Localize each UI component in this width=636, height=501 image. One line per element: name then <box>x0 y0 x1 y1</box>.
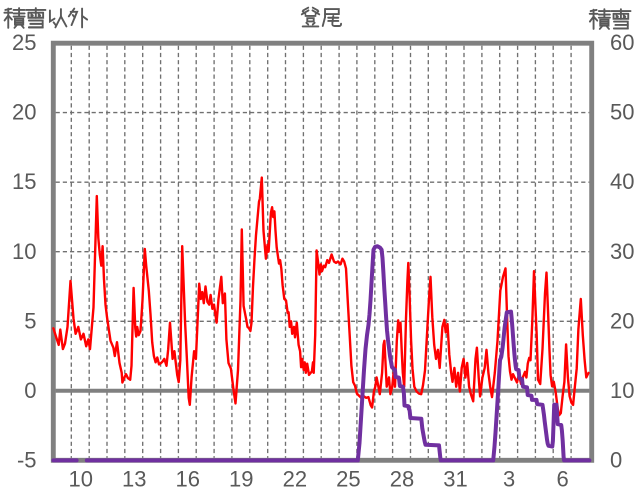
svg-text:28: 28 <box>390 467 414 492</box>
svg-text:5: 5 <box>24 308 36 333</box>
svg-text:20: 20 <box>12 100 36 125</box>
svg-text:60: 60 <box>610 30 634 55</box>
svg-text:13: 13 <box>122 467 146 492</box>
svg-text:40: 40 <box>610 169 634 194</box>
svg-text:25: 25 <box>12 30 36 55</box>
svg-text:-5: -5 <box>17 447 37 472</box>
svg-text:16: 16 <box>176 467 200 492</box>
svg-text:19: 19 <box>229 467 253 492</box>
svg-text:10: 10 <box>12 239 36 264</box>
svg-text:15: 15 <box>12 169 36 194</box>
svg-text:30: 30 <box>610 239 634 264</box>
svg-text:3: 3 <box>503 467 515 492</box>
svg-text:10: 10 <box>610 378 634 403</box>
svg-text:10: 10 <box>68 467 92 492</box>
svg-text:25: 25 <box>336 467 360 492</box>
svg-text:0: 0 <box>24 378 36 403</box>
svg-text:31: 31 <box>443 467 467 492</box>
svg-text:20: 20 <box>610 308 634 333</box>
svg-text:50: 50 <box>610 100 634 125</box>
svg-text:22: 22 <box>283 467 307 492</box>
svg-text:0: 0 <box>610 447 622 472</box>
svg-text:6: 6 <box>556 467 568 492</box>
